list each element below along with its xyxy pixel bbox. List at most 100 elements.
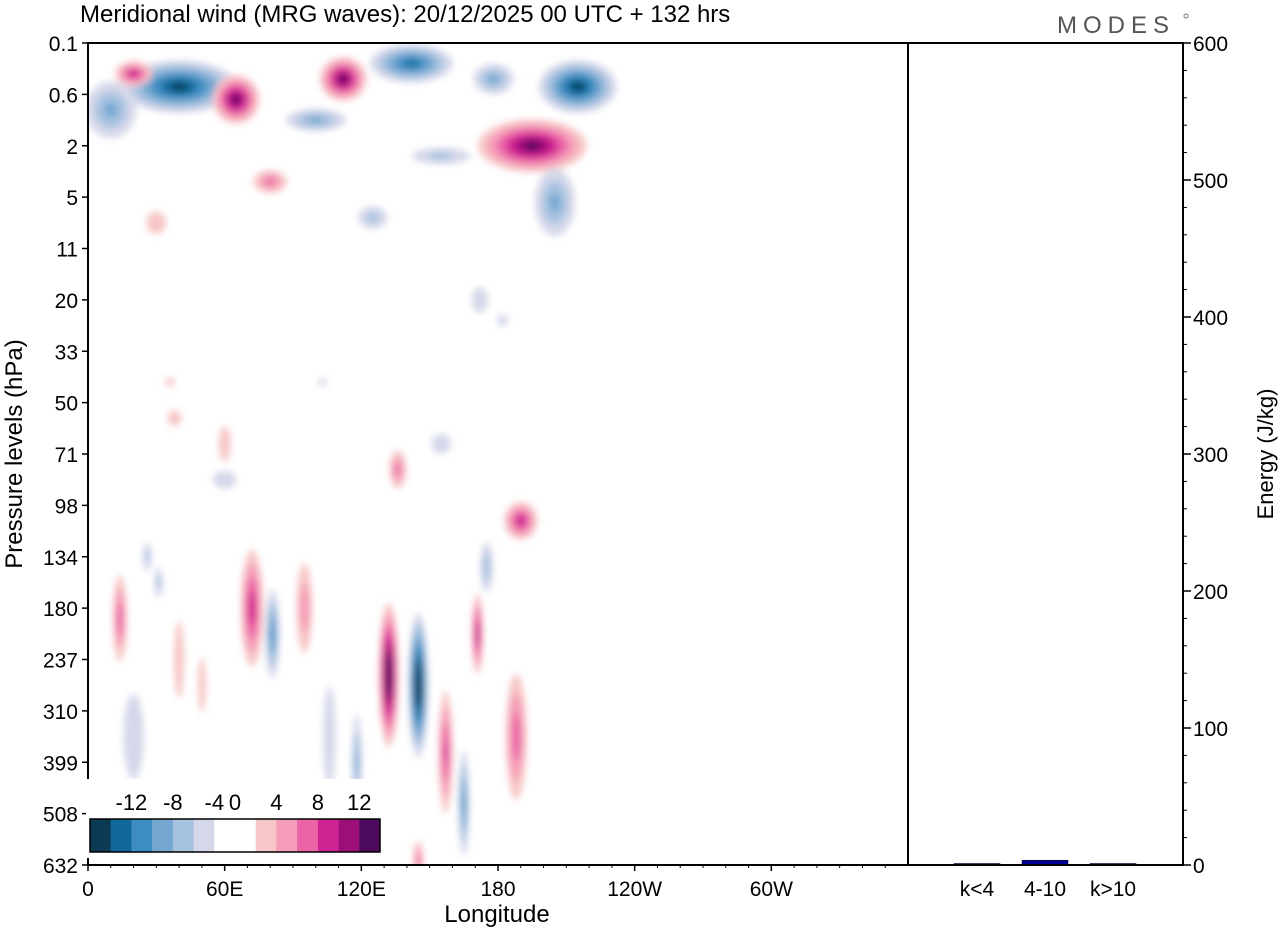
energy-tick-label: 400 [1193, 307, 1228, 330]
low-lightblue-22-level [145, 550, 150, 564]
colorbar-label: 12 [347, 790, 371, 815]
pressure-tick-label: 134 [43, 547, 78, 570]
pressure-tick-label: 632 [43, 855, 78, 878]
low-lightblue-2-level [123, 693, 144, 780]
y-axis-title: Pressure levels (hPa) [1, 339, 28, 568]
modes-logo: MODES [1057, 12, 1175, 39]
low-lightblue-14-level [431, 433, 451, 454]
x-axis-title: Longitude [444, 901, 549, 928]
pressure-tick-label: 180 [43, 598, 78, 621]
pressure-tick-label: 98 [55, 495, 78, 518]
energy-category-label: 4-10 [1024, 878, 1066, 901]
low-pink-12-level [512, 712, 521, 761]
colorbar-swatch [338, 819, 360, 852]
low-magenta-3-level [248, 591, 256, 626]
energy-tick-label: 100 [1193, 718, 1228, 741]
upper-lightpink-3-level [167, 410, 182, 426]
energy-tick-label: 300 [1193, 444, 1228, 467]
upper-blue-4-level [428, 152, 454, 160]
low-blue-1-level [156, 576, 161, 589]
energy-category-label: k<4 [960, 878, 995, 901]
pressure-tick-label: 50 [55, 393, 78, 416]
pressure-tick-label: 20 [55, 290, 78, 313]
low-dark-blue-7-level [415, 662, 422, 708]
upper-blue-6-level [487, 74, 499, 84]
low-lightpink-2-level [174, 621, 185, 698]
low-lightblue-17-level [472, 286, 488, 314]
low-lightpink-16-level [218, 426, 231, 462]
pressure-tick-label: 0.1 [49, 33, 78, 56]
longitude-tick-label: 0 [82, 878, 94, 901]
colorbar-swatch [276, 819, 298, 852]
energy-tick-label: 200 [1193, 581, 1228, 604]
low-lightpink-21-level [198, 657, 206, 713]
energy-tick-label: 0 [1193, 855, 1205, 878]
plot-background [88, 43, 908, 865]
energy-axis-title: Energy (J/kg) [1253, 389, 1278, 520]
logo-mark [1183, 13, 1189, 19]
colorbar-label: 4 [270, 790, 282, 815]
pressure-tick-label: 310 [43, 701, 78, 724]
low-magenta-10-level [476, 627, 479, 641]
pressure-tick-label: 11 [56, 239, 78, 262]
low-lightblue-18-level [213, 470, 237, 489]
mid-lightpink-23-level [165, 377, 175, 387]
longitude-tick-label: 120W [607, 878, 662, 901]
upper-lightpink-2-level [146, 211, 167, 234]
low-magenta-13-level [515, 515, 526, 527]
upper-magenta-1-level [128, 70, 140, 78]
longitude-tick-label: 60E [206, 878, 243, 901]
colorbar-swatch [193, 819, 215, 852]
energy-tick-label: 600 [1193, 33, 1228, 56]
upper-purple-3-level [524, 142, 540, 150]
upper-dark-blue-3-level [404, 60, 418, 67]
mid-lightblue-24-level [496, 314, 509, 326]
colorbar-swatch [152, 819, 174, 852]
colorbar-swatch [172, 819, 195, 852]
upper-pink-1-level [265, 178, 275, 185]
colorbar-swatch [297, 819, 319, 852]
energy-panel: 0 100 200 300 400 500 600 k<4 4-10 k>10 [953, 33, 1228, 901]
wind-field [88, 44, 617, 865]
low-pink-1-level [117, 601, 123, 636]
upper-dark-blue-2-level [104, 102, 118, 118]
longitude-tick-label: 60W [750, 878, 793, 901]
low-blue-5-level [355, 749, 359, 776]
longitude-tick-label: 120E [337, 878, 386, 901]
colorbar-label: -8 [163, 790, 183, 815]
low-magenta-8-level [444, 739, 447, 765]
energy-frame [907, 42, 1184, 866]
colorbar-swatch [317, 819, 340, 852]
colorbar-label: -4 [205, 790, 225, 815]
longitude-tick-label: 180 [480, 878, 515, 901]
chart-title: Meridional wind (MRG waves): 20/12/2025 … [80, 1, 730, 28]
pressure-tick-label: 0.6 [49, 84, 78, 107]
colorbar-swatch [131, 819, 153, 852]
pressure-tick-label: 33 [55, 341, 78, 364]
pressure-tick-label: 508 [43, 804, 78, 827]
low-pink-4-level [300, 583, 309, 633]
upper-dark-blue-5-level [572, 83, 584, 91]
mid-lightblue-25-level [318, 377, 327, 387]
upper-dark-purple-2-level [339, 75, 347, 83]
colorbar-swatch [110, 819, 132, 852]
low-blue-9-level [462, 792, 465, 814]
low-lightblue-4-level [323, 686, 336, 787]
pressure-tick-label: 71 [55, 444, 78, 467]
low-blue-3-level [271, 624, 274, 643]
upper-lightblue-8-level [366, 212, 379, 223]
upper-blue-2-level [307, 117, 324, 124]
low-dark-purple-6-level [385, 652, 392, 698]
upper-dark-purple-1-level [232, 96, 240, 103]
low-pink-19-level [416, 854, 420, 865]
colorbar-swatch [255, 819, 277, 852]
colorbar-swatch [214, 819, 236, 852]
colorbar-frame [89, 818, 381, 853]
colorbar-label: 0 [229, 790, 241, 815]
colorbar-swatch [90, 819, 112, 852]
pressure-tick-label: 5 [66, 187, 78, 210]
energy-tick-label: 500 [1193, 170, 1228, 193]
pressure-axis: 0.1 0.6 2 5 11 20 33 50 71 98 134 180 237 310 399 508 63… [43, 33, 88, 878]
colorbar-swatch [235, 819, 257, 852]
